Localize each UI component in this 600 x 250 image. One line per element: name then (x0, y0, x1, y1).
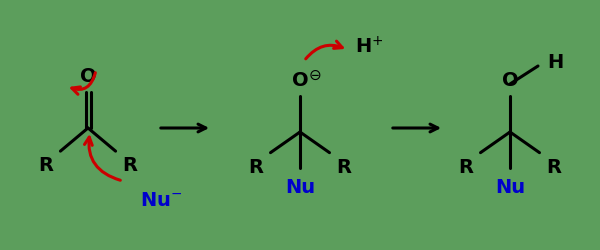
Text: R: R (458, 157, 473, 176)
Text: Nu$^{-}$: Nu$^{-}$ (140, 190, 182, 209)
Text: R: R (38, 156, 53, 174)
Text: Nu: Nu (495, 177, 525, 196)
Text: R: R (248, 157, 263, 176)
Text: Nu: Nu (285, 177, 315, 196)
Text: R: R (122, 156, 137, 174)
Text: H: H (547, 53, 563, 72)
Text: O: O (502, 71, 518, 90)
Text: R: R (337, 157, 352, 176)
Text: O: O (80, 67, 97, 86)
Text: ⊖: ⊖ (308, 67, 322, 82)
Text: H$^{+}$: H$^{+}$ (355, 36, 383, 58)
Text: O: O (292, 71, 308, 90)
Text: R: R (547, 157, 562, 176)
